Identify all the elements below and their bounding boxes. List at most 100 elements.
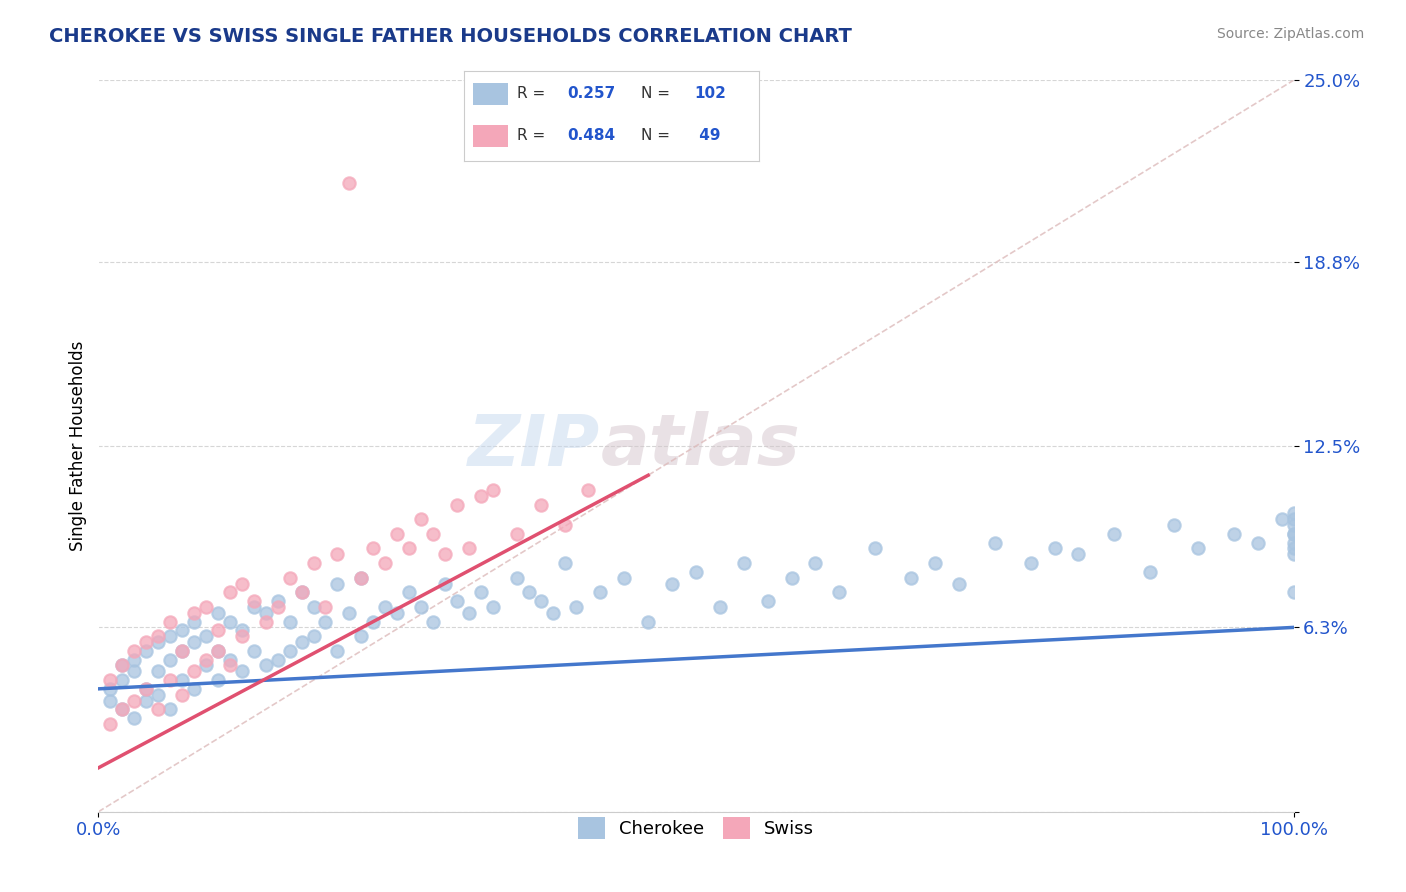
Point <box>1282 526 1305 541</box>
Point <box>1223 526 1246 541</box>
Point <box>124 711 146 725</box>
Point <box>231 629 253 643</box>
Text: R =: R = <box>517 128 550 143</box>
Point <box>111 702 134 716</box>
Point <box>302 556 325 570</box>
Point <box>1282 535 1305 549</box>
Point <box>411 599 433 614</box>
Point <box>1282 512 1305 526</box>
Point <box>554 518 576 533</box>
Point <box>1282 547 1305 561</box>
Point <box>124 665 146 679</box>
Point <box>685 565 707 579</box>
Point <box>470 585 492 599</box>
Point <box>637 615 659 629</box>
Point <box>135 693 157 707</box>
Point <box>124 693 146 707</box>
Point <box>148 635 170 649</box>
Point <box>613 571 636 585</box>
Point <box>589 585 612 599</box>
Point <box>385 606 409 620</box>
Point <box>315 599 337 614</box>
Point <box>195 652 218 666</box>
Point <box>482 483 505 497</box>
Point <box>159 629 181 643</box>
Point <box>326 644 349 658</box>
Point <box>1282 585 1305 599</box>
Point <box>780 571 803 585</box>
Text: ZIP: ZIP <box>468 411 600 481</box>
Point <box>159 652 181 666</box>
Point <box>207 606 229 620</box>
Point <box>183 606 205 620</box>
Point <box>506 526 529 541</box>
Point <box>291 585 314 599</box>
Point <box>350 629 373 643</box>
Point <box>350 571 373 585</box>
Point <box>398 541 420 556</box>
Point <box>148 702 170 716</box>
Bar <box>472 125 509 147</box>
Point <box>98 673 122 687</box>
Point <box>278 644 301 658</box>
Point <box>278 615 301 629</box>
Point <box>183 665 205 679</box>
Point <box>148 665 170 679</box>
Point <box>804 556 827 570</box>
Point <box>1043 541 1066 556</box>
Point <box>506 571 529 585</box>
Point <box>326 576 349 591</box>
Point <box>948 576 970 591</box>
Point <box>446 594 468 608</box>
Point <box>541 606 564 620</box>
Point <box>195 599 218 614</box>
Point <box>159 615 181 629</box>
Text: 49: 49 <box>695 128 721 143</box>
Point <box>482 599 505 614</box>
Point <box>135 681 157 696</box>
Point <box>458 606 481 620</box>
Point <box>172 644 194 658</box>
Point <box>1247 535 1270 549</box>
Point <box>363 541 385 556</box>
Point <box>135 644 157 658</box>
Point <box>243 644 266 658</box>
Point <box>565 599 588 614</box>
Point <box>554 556 576 570</box>
Point <box>302 599 325 614</box>
Point <box>98 681 122 696</box>
Point <box>1282 518 1305 533</box>
Point <box>398 585 420 599</box>
Point <box>111 658 134 673</box>
Point <box>422 526 444 541</box>
Point <box>385 526 409 541</box>
Point <box>159 673 181 687</box>
Point <box>530 498 553 512</box>
Point <box>1104 526 1126 541</box>
Point <box>458 541 481 556</box>
Point <box>291 635 314 649</box>
Text: 0.257: 0.257 <box>568 87 616 101</box>
Point <box>219 658 242 673</box>
Point <box>828 585 851 599</box>
Point <box>207 624 229 638</box>
Point <box>661 576 683 591</box>
Point <box>434 547 457 561</box>
Point <box>243 599 266 614</box>
Point <box>159 702 181 716</box>
Text: Source: ZipAtlas.com: Source: ZipAtlas.com <box>1216 27 1364 41</box>
Point <box>315 615 337 629</box>
Point <box>1067 547 1090 561</box>
Point <box>254 658 277 673</box>
Point <box>278 571 301 585</box>
Point <box>231 624 253 638</box>
Point <box>1139 565 1161 579</box>
Point <box>756 594 779 608</box>
Point <box>302 629 325 643</box>
Point <box>374 556 396 570</box>
Bar <box>472 83 509 105</box>
Point <box>195 658 218 673</box>
Text: R =: R = <box>517 87 550 101</box>
Point <box>865 541 887 556</box>
Text: 0.484: 0.484 <box>568 128 616 143</box>
